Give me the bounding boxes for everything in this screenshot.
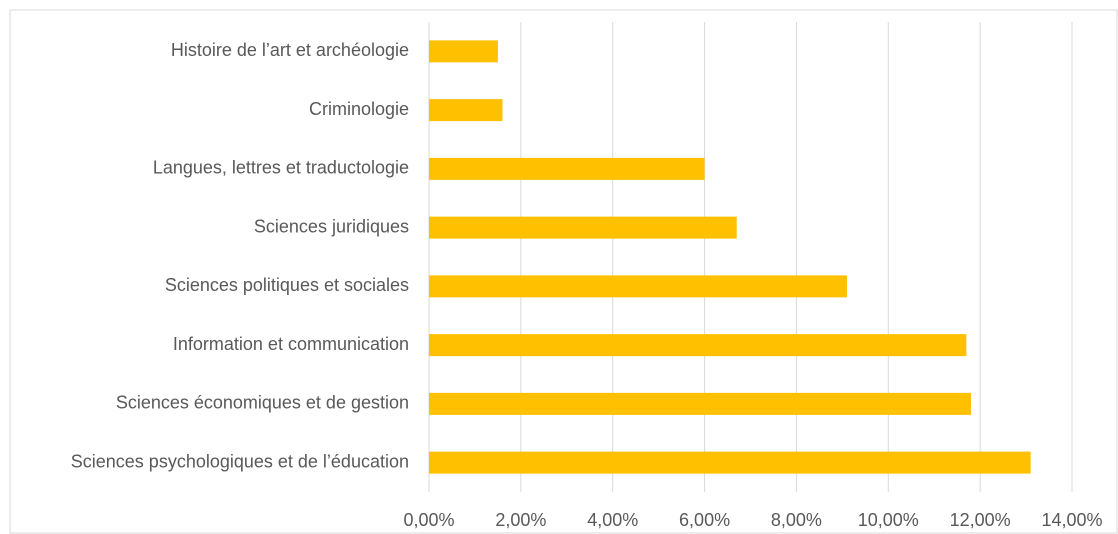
y-tick-label: Histoire de l’art et archéologie: [171, 40, 409, 60]
x-tick-label: 12,00%: [950, 510, 1011, 530]
y-tick-label: Sciences économiques et de gestion: [116, 393, 409, 413]
bar: [429, 40, 498, 63]
x-tick-label: 10,00%: [858, 510, 919, 530]
y-tick-label: Information et communication: [173, 334, 409, 354]
x-tick-label: 8,00%: [771, 510, 822, 530]
bar: [429, 275, 847, 298]
y-tick-label: Sciences politiques et sociales: [165, 275, 409, 295]
y-tick-label: Criminologie: [309, 99, 409, 119]
bar: [429, 334, 967, 357]
y-tick-label: Langues, lettres et traductologie: [153, 158, 409, 178]
x-tick-label: 6,00%: [679, 510, 730, 530]
x-tick-label: 2,00%: [495, 510, 546, 530]
bar: [429, 99, 503, 122]
x-tick-label: 14,00%: [1041, 510, 1102, 530]
x-tick-label: 0,00%: [403, 510, 454, 530]
chart-border: [9, 9, 1118, 534]
bar: [429, 392, 971, 415]
bar: [429, 451, 1031, 474]
bar: [429, 157, 705, 180]
bar: [429, 216, 737, 239]
x-tick-label: 4,00%: [587, 510, 638, 530]
y-tick-label: Sciences psychologiques et de l’éducatio…: [71, 451, 409, 471]
y-tick-label: Sciences juridiques: [254, 216, 409, 236]
